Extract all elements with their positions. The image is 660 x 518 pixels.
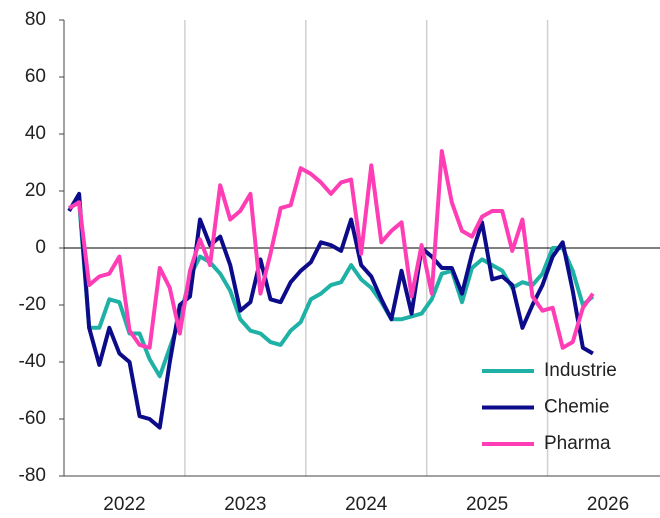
x-tick-label: 2023 <box>224 494 266 513</box>
legend-label: Chemie <box>544 397 609 418</box>
x-tick-label: 2025 <box>466 494 508 513</box>
y-tick-label: -20 <box>19 294 46 315</box>
y-tick-label: 20 <box>25 180 46 201</box>
y-tick-label: 80 <box>25 9 46 30</box>
x-tick-label: 2024 <box>345 494 388 513</box>
x-tick-label: 2026 <box>587 494 629 513</box>
legend-label: Pharma <box>544 433 611 454</box>
legend-label: Industrie <box>544 360 617 381</box>
y-tick-label: 0 <box>35 237 46 258</box>
y-tick-label: -60 <box>19 408 46 429</box>
y-tick-label: -40 <box>19 351 46 372</box>
y-tick-label: 40 <box>25 123 46 144</box>
series-line <box>68 149 595 350</box>
y-tick-label: 60 <box>25 66 46 87</box>
series-line <box>67 191 594 430</box>
y-tick-label: -80 <box>19 465 46 486</box>
series-line <box>68 200 595 379</box>
x-tick-label: 2022 <box>103 494 145 513</box>
